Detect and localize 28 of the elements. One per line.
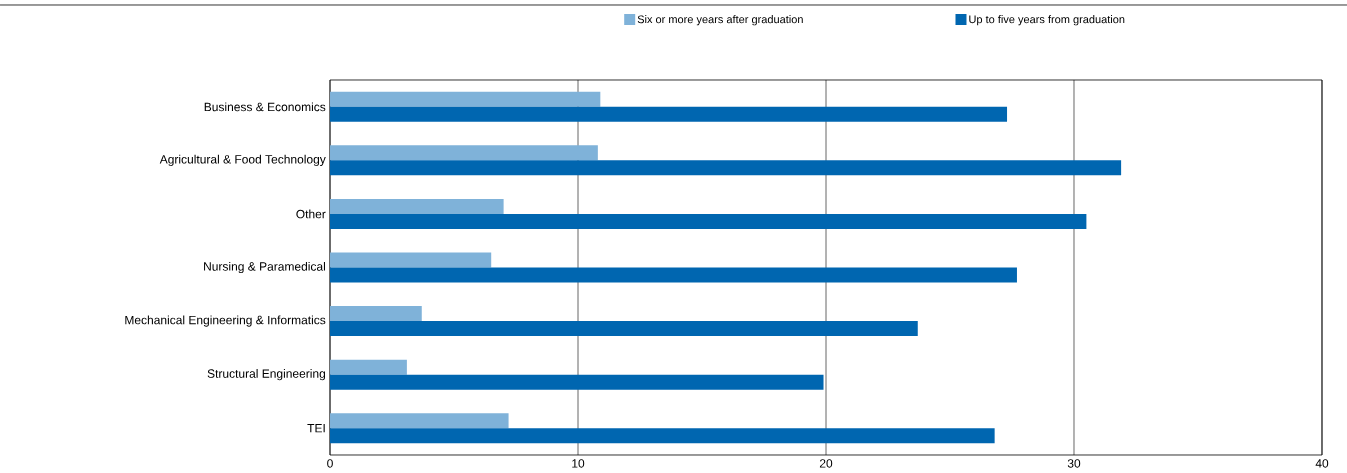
- y-tick-label: Mechanical Engineering & Informatics: [125, 315, 326, 327]
- bar: [330, 160, 1122, 176]
- bar: [330, 306, 422, 322]
- bar: [330, 428, 995, 444]
- bar: [330, 267, 1017, 283]
- y-tick-label: Structural Engineering: [207, 369, 325, 381]
- x-tick-label: 10: [572, 459, 585, 468]
- bar: [330, 321, 918, 337]
- bar: [330, 213, 1087, 229]
- bar: [330, 413, 509, 429]
- legend-label: Six or more years after graduation: [637, 15, 803, 26]
- bar: [330, 252, 492, 268]
- x-tick-label: 40: [1315, 459, 1329, 468]
- bar: [330, 198, 504, 214]
- bar: [330, 91, 601, 107]
- bar: [330, 106, 1008, 122]
- x-tick-label: 20: [819, 459, 833, 468]
- y-tick-label: Other: [296, 209, 326, 219]
- bar: [330, 374, 824, 390]
- y-tick-label: TEI: [307, 424, 325, 433]
- bar: [330, 359, 407, 375]
- x-tick-label: 0: [327, 459, 333, 468]
- bar: [330, 145, 598, 161]
- y-tick-label: Agricultural & Food Technology: [159, 154, 326, 166]
- x-tick-label: 30: [1067, 459, 1081, 468]
- y-tick-label: Nursing & Paramedical: [204, 261, 325, 274]
- y-tick-label: Business & Economics: [204, 102, 326, 112]
- legend-label: Up to five years from graduation: [969, 15, 1125, 26]
